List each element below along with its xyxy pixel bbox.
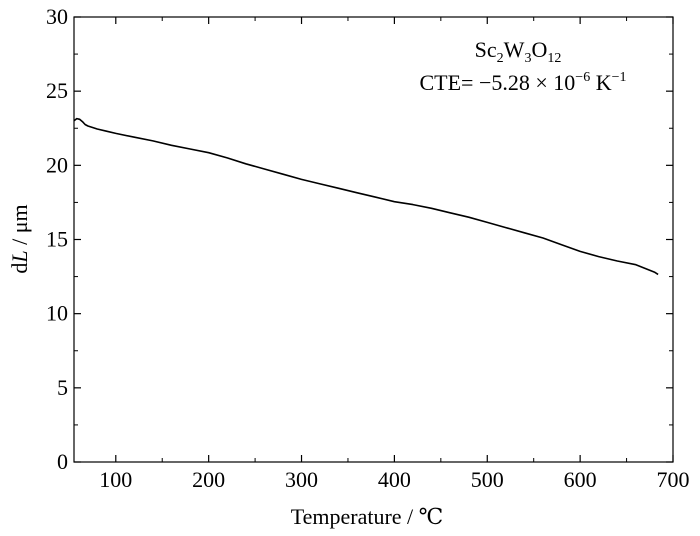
x-tick-label: 100 bbox=[99, 467, 132, 492]
x-axis-label: Temperature / ℃ bbox=[291, 504, 444, 529]
x-tick-label: 600 bbox=[564, 467, 597, 492]
x-tick-label: 300 bbox=[285, 467, 318, 492]
formula-text: W bbox=[504, 37, 525, 62]
y-tick-label: 20 bbox=[46, 152, 68, 177]
y-tick-label: 30 bbox=[46, 4, 68, 29]
formula-text: O bbox=[531, 37, 547, 62]
y-tick-label: 10 bbox=[46, 301, 68, 326]
y-tick-label: 25 bbox=[46, 78, 68, 103]
cte-label: CTE= bbox=[420, 70, 479, 95]
series-line bbox=[73, 117, 659, 276]
series-layer bbox=[73, 117, 659, 276]
annotation-formula: Sc2W3O12 bbox=[475, 37, 562, 66]
x-tick-label: 200 bbox=[192, 467, 225, 492]
formula-text: Sc bbox=[475, 37, 497, 62]
y-tick-label: 15 bbox=[46, 227, 68, 252]
ticks-layer: 100 200 300 400 500 600 700 0 5 10 15 20 25 30 bbox=[46, 4, 690, 492]
x-axis-label-text: Temperature / bbox=[291, 504, 419, 529]
y-axis-label-suffix: / μm bbox=[7, 204, 32, 250]
formula-subscript: 2 bbox=[497, 51, 504, 66]
y-tick-label: 0 bbox=[57, 449, 68, 474]
cte-unit: K bbox=[590, 70, 612, 95]
y-axis-label: dL / μm bbox=[7, 204, 32, 273]
cte-unit-exponent: −1 bbox=[612, 70, 627, 85]
y-tick-label: 5 bbox=[57, 375, 68, 400]
cte-value: −5.28 × 10 bbox=[479, 70, 575, 95]
annotation-cte: CTE= −5.28 × 10−6 K−1 bbox=[420, 70, 627, 95]
x-tick-label: 500 bbox=[471, 467, 504, 492]
x-tick-label: 400 bbox=[378, 467, 411, 492]
cte-exponent: −6 bbox=[575, 70, 590, 85]
plot-area-frame bbox=[73, 16, 674, 463]
y-axis-label-prefix: d bbox=[7, 263, 32, 274]
y-axis-label-italic: L bbox=[7, 250, 32, 263]
formula-subscript: 3 bbox=[524, 51, 531, 66]
x-axis-label-unit: ℃ bbox=[419, 504, 444, 529]
x-tick-label: 700 bbox=[657, 467, 690, 492]
formula-subscript: 12 bbox=[547, 51, 561, 66]
